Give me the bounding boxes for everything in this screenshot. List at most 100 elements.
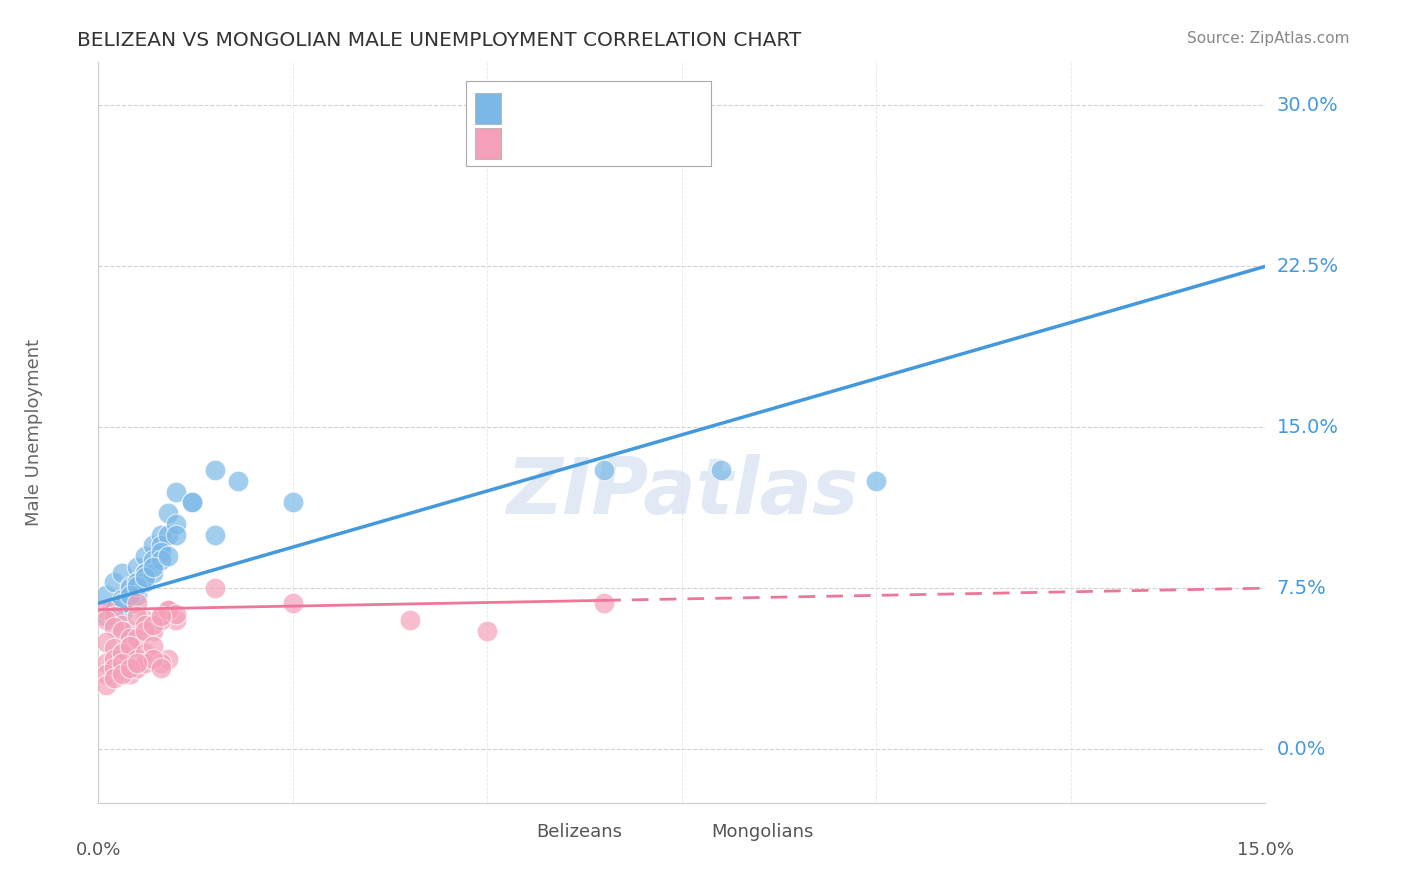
Point (149, 657, 172, 671)
Point (204, 581, 226, 595)
Point (149, 527, 172, 541)
Point (103, 602, 125, 616)
FancyBboxPatch shape (676, 820, 702, 844)
Point (134, 574, 156, 589)
Point (96, 614, 118, 628)
Point (127, 609, 149, 624)
Point (134, 549, 156, 563)
Point (398, 614, 420, 628)
Point (149, 609, 172, 624)
Point (127, 574, 149, 589)
Point (157, 602, 180, 616)
Point (103, 671, 125, 685)
Point (593, 463, 616, 477)
Point (111, 624, 134, 639)
Point (96, 678, 118, 692)
Point (134, 566, 156, 581)
Point (127, 579, 149, 593)
Point (111, 646, 134, 660)
Point (103, 620, 125, 634)
Point (118, 631, 141, 645)
Point (149, 609, 172, 624)
Point (118, 639, 141, 653)
Point (111, 667, 134, 681)
Point (111, 657, 134, 671)
Point (165, 527, 187, 541)
Point (281, 495, 304, 509)
Point (134, 646, 156, 660)
Text: Male Unemployment: Male Unemployment (25, 339, 44, 526)
Point (142, 553, 165, 567)
Text: R = 0.692   N = 50: R = 0.692 N = 50 (510, 97, 689, 116)
Point (96, 635, 118, 649)
Point (103, 602, 125, 616)
Text: Source: ZipAtlas.com: Source: ZipAtlas.com (1187, 31, 1350, 46)
Point (142, 639, 165, 653)
Point (134, 624, 156, 639)
Point (103, 652, 125, 666)
Point (118, 596, 141, 610)
Point (204, 527, 226, 541)
Point (96, 667, 118, 681)
Point (118, 581, 141, 595)
Point (142, 566, 165, 581)
Point (118, 667, 141, 681)
Point (118, 588, 141, 602)
Point (142, 559, 165, 574)
Point (103, 574, 125, 589)
Point (157, 602, 180, 616)
Point (127, 588, 149, 602)
Point (134, 570, 156, 584)
Point (631, 98, 654, 112)
Text: 0.0%: 0.0% (1277, 739, 1326, 759)
Point (111, 617, 134, 632)
Point (477, 624, 499, 639)
Text: R = 0.042   N = 55: R = 0.042 N = 55 (510, 132, 689, 151)
Point (111, 596, 134, 610)
Text: BELIZEAN VS MONGOLIAN MALE UNEMPLOYMENT CORRELATION CHART: BELIZEAN VS MONGOLIAN MALE UNEMPLOYMENT … (77, 31, 801, 50)
Point (157, 506, 180, 520)
Point (142, 624, 165, 639)
Point (103, 660, 125, 674)
Text: 30.0%: 30.0% (1277, 95, 1339, 115)
Point (103, 609, 125, 624)
Point (127, 657, 149, 671)
Point (180, 495, 202, 509)
Text: Belizeans: Belizeans (536, 822, 621, 840)
FancyBboxPatch shape (465, 81, 711, 166)
Point (134, 617, 156, 632)
Point (149, 545, 172, 559)
Point (118, 639, 141, 653)
Point (149, 538, 172, 552)
Point (127, 660, 149, 674)
Point (127, 652, 149, 666)
Text: ZIPatlas: ZIPatlas (506, 454, 858, 530)
Point (96, 602, 118, 616)
Point (204, 463, 226, 477)
Text: 15.0%: 15.0% (1237, 841, 1294, 859)
Point (149, 553, 172, 567)
Point (134, 566, 156, 581)
Point (134, 614, 156, 628)
Point (118, 579, 141, 593)
Point (149, 660, 172, 674)
Point (157, 652, 180, 666)
Point (127, 631, 149, 645)
Point (96, 588, 118, 602)
Point (127, 574, 149, 589)
Point (157, 549, 180, 563)
FancyBboxPatch shape (475, 93, 501, 124)
Point (149, 614, 172, 628)
Text: Mongolians: Mongolians (711, 822, 814, 840)
Point (111, 607, 134, 621)
Point (103, 641, 125, 656)
Text: 22.5%: 22.5% (1277, 257, 1339, 276)
Point (142, 617, 165, 632)
Point (710, 463, 733, 477)
Point (228, 474, 250, 488)
Point (142, 652, 165, 666)
Point (127, 596, 149, 610)
Point (165, 484, 187, 499)
Point (111, 596, 134, 610)
Point (593, 596, 616, 610)
